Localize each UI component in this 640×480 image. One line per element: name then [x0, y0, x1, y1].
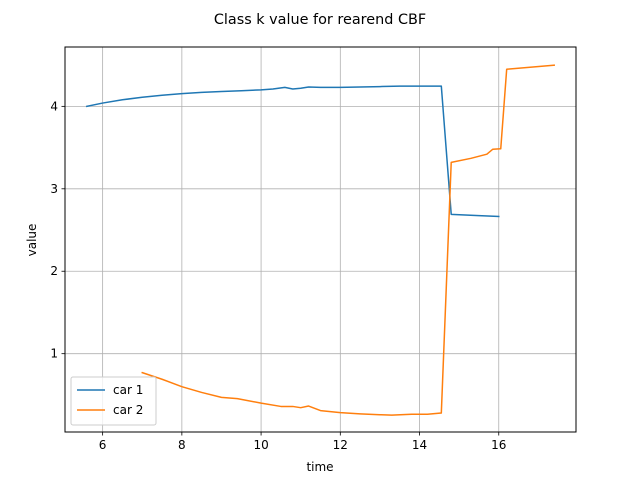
- grid: [65, 47, 576, 432]
- legend-label: car 1: [113, 383, 143, 397]
- y-tick-label: 4: [50, 99, 58, 113]
- x-tick-label: 14: [412, 438, 427, 452]
- x-tick-label: 6: [99, 438, 107, 452]
- legend-label: car 2: [113, 403, 143, 417]
- legend-box: [70, 376, 157, 426]
- series-layer: [85, 64, 556, 416]
- series-line-1: [85, 85, 500, 218]
- series-line-2: [141, 64, 556, 416]
- plot-frame: [64, 46, 577, 433]
- legend: car 1 car 2: [70, 376, 157, 426]
- x-tick-label: 12: [333, 438, 348, 452]
- y-tick-label: 3: [50, 182, 58, 196]
- y-axis-title: value: [25, 224, 39, 257]
- y-tick-label: 2: [50, 264, 58, 278]
- x-tick-label: 8: [178, 438, 186, 452]
- y-tick-label: 1: [50, 347, 58, 361]
- x-axis-title: time: [306, 460, 333, 474]
- x-tick-label: 16: [491, 438, 506, 452]
- x-tick-label: 10: [253, 438, 268, 452]
- chart-title: Class k value for rearend CBF: [214, 12, 426, 28]
